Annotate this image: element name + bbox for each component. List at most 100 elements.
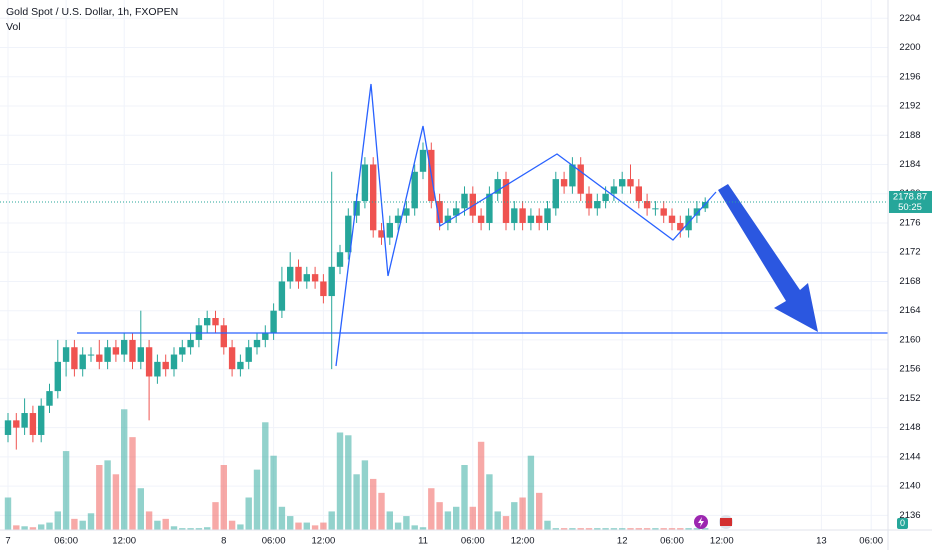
volume-bar bbox=[378, 492, 385, 530]
candle-body bbox=[643, 201, 651, 209]
candle-body bbox=[154, 361, 161, 377]
candle-body bbox=[345, 215, 352, 253]
volume-bar bbox=[585, 528, 593, 530]
candle-body bbox=[13, 420, 20, 428]
volume-bar bbox=[287, 516, 294, 530]
candle-body bbox=[519, 208, 526, 223]
volume-bar bbox=[370, 478, 377, 530]
candle-body bbox=[46, 391, 53, 406]
volume-bar bbox=[436, 502, 443, 530]
volume-bar bbox=[536, 492, 543, 530]
x-tick-label: 12:00 bbox=[312, 536, 336, 547]
y-tick-label: 2192 bbox=[899, 101, 920, 112]
candle-body bbox=[702, 201, 709, 209]
candle-body bbox=[469, 193, 476, 216]
volume-bar bbox=[121, 409, 128, 530]
arrow-shape bbox=[718, 184, 818, 332]
candle-body bbox=[419, 149, 427, 172]
volume-bar bbox=[21, 526, 28, 530]
volume-tick-label: 0 bbox=[900, 518, 905, 528]
candle-body bbox=[477, 215, 485, 223]
candle-body bbox=[228, 347, 236, 370]
candle-body bbox=[461, 193, 468, 209]
candle-body bbox=[444, 215, 452, 223]
volume-bar bbox=[71, 518, 78, 530]
candle-body bbox=[220, 325, 227, 348]
volume-bar bbox=[569, 528, 576, 530]
volume-bar bbox=[328, 511, 335, 530]
volume-bar bbox=[552, 528, 559, 530]
candle-body bbox=[62, 347, 70, 362]
y-tick-label: 2172 bbox=[899, 247, 920, 258]
volume-bar bbox=[145, 511, 153, 530]
volume-bar bbox=[311, 525, 319, 530]
candle-body bbox=[569, 164, 576, 187]
candle-body bbox=[96, 354, 103, 362]
volume-bar bbox=[237, 524, 244, 530]
volume-bar bbox=[527, 455, 535, 530]
volume-bar bbox=[162, 518, 169, 530]
candle-body bbox=[361, 164, 369, 202]
volume-bar bbox=[411, 525, 418, 530]
volume-bar bbox=[87, 513, 95, 530]
volume-bar bbox=[79, 520, 86, 530]
x-tick-label: 12 bbox=[617, 536, 628, 547]
volume-bar bbox=[278, 506, 286, 530]
candle-body bbox=[137, 347, 144, 362]
volume-bar bbox=[270, 455, 277, 530]
candle-body bbox=[262, 332, 269, 340]
countdown-label: 50:25 bbox=[898, 202, 922, 213]
volume-bar bbox=[469, 506, 476, 530]
volume-bar bbox=[660, 528, 667, 530]
y-tick-label: 2140 bbox=[899, 481, 920, 492]
volume-bar bbox=[635, 528, 642, 530]
candle-body bbox=[4, 420, 12, 435]
candle-body bbox=[253, 339, 261, 348]
candle-body bbox=[237, 361, 244, 370]
volume-bar bbox=[361, 460, 369, 530]
candle-body bbox=[278, 281, 286, 311]
candle-body bbox=[112, 347, 120, 355]
candle-body bbox=[179, 347, 186, 355]
volume-bar bbox=[112, 474, 120, 530]
candle-body bbox=[311, 274, 319, 282]
volume-bar bbox=[129, 437, 136, 530]
candle-body bbox=[536, 215, 543, 223]
candle-body bbox=[187, 339, 194, 348]
event-glyph bbox=[698, 517, 704, 527]
candle-body bbox=[602, 193, 609, 202]
candle-body bbox=[145, 347, 153, 377]
volume-bar bbox=[685, 528, 692, 530]
volume-bar bbox=[610, 528, 618, 530]
candle-body bbox=[511, 208, 518, 223]
candle-body bbox=[320, 281, 327, 297]
volume-bar bbox=[62, 451, 70, 530]
candle-body bbox=[552, 179, 559, 209]
volume-bar bbox=[295, 522, 302, 530]
candle-body bbox=[295, 266, 302, 282]
candle-body bbox=[87, 354, 95, 356]
volume-title: Vol bbox=[6, 21, 21, 33]
chart-title: Gold Spot / U.S. Dollar, 1h, FXOPEN bbox=[6, 6, 178, 18]
candle-body bbox=[585, 193, 593, 209]
arrow bbox=[718, 184, 818, 332]
volume-bar bbox=[228, 520, 236, 530]
volume-bar bbox=[668, 528, 676, 530]
volume-bar bbox=[619, 528, 626, 530]
x-tick-label: 12:00 bbox=[112, 536, 136, 547]
volume-bar bbox=[320, 522, 327, 530]
candle-body bbox=[212, 318, 219, 326]
y-tick-label: 2164 bbox=[899, 305, 920, 316]
candle-body bbox=[436, 201, 443, 223]
y-tick-label: 2184 bbox=[899, 159, 920, 170]
y-tick-label: 2152 bbox=[899, 393, 920, 404]
volume-bar bbox=[627, 528, 634, 530]
pattern-line bbox=[335, 83, 717, 367]
volume-bar bbox=[104, 460, 111, 530]
candle-body bbox=[544, 208, 551, 223]
x-tick-label: 06:00 bbox=[859, 536, 883, 547]
candle-body bbox=[29, 413, 37, 435]
volume-bar bbox=[46, 522, 53, 530]
candle-body bbox=[502, 179, 510, 223]
volume-bar bbox=[4, 497, 12, 530]
